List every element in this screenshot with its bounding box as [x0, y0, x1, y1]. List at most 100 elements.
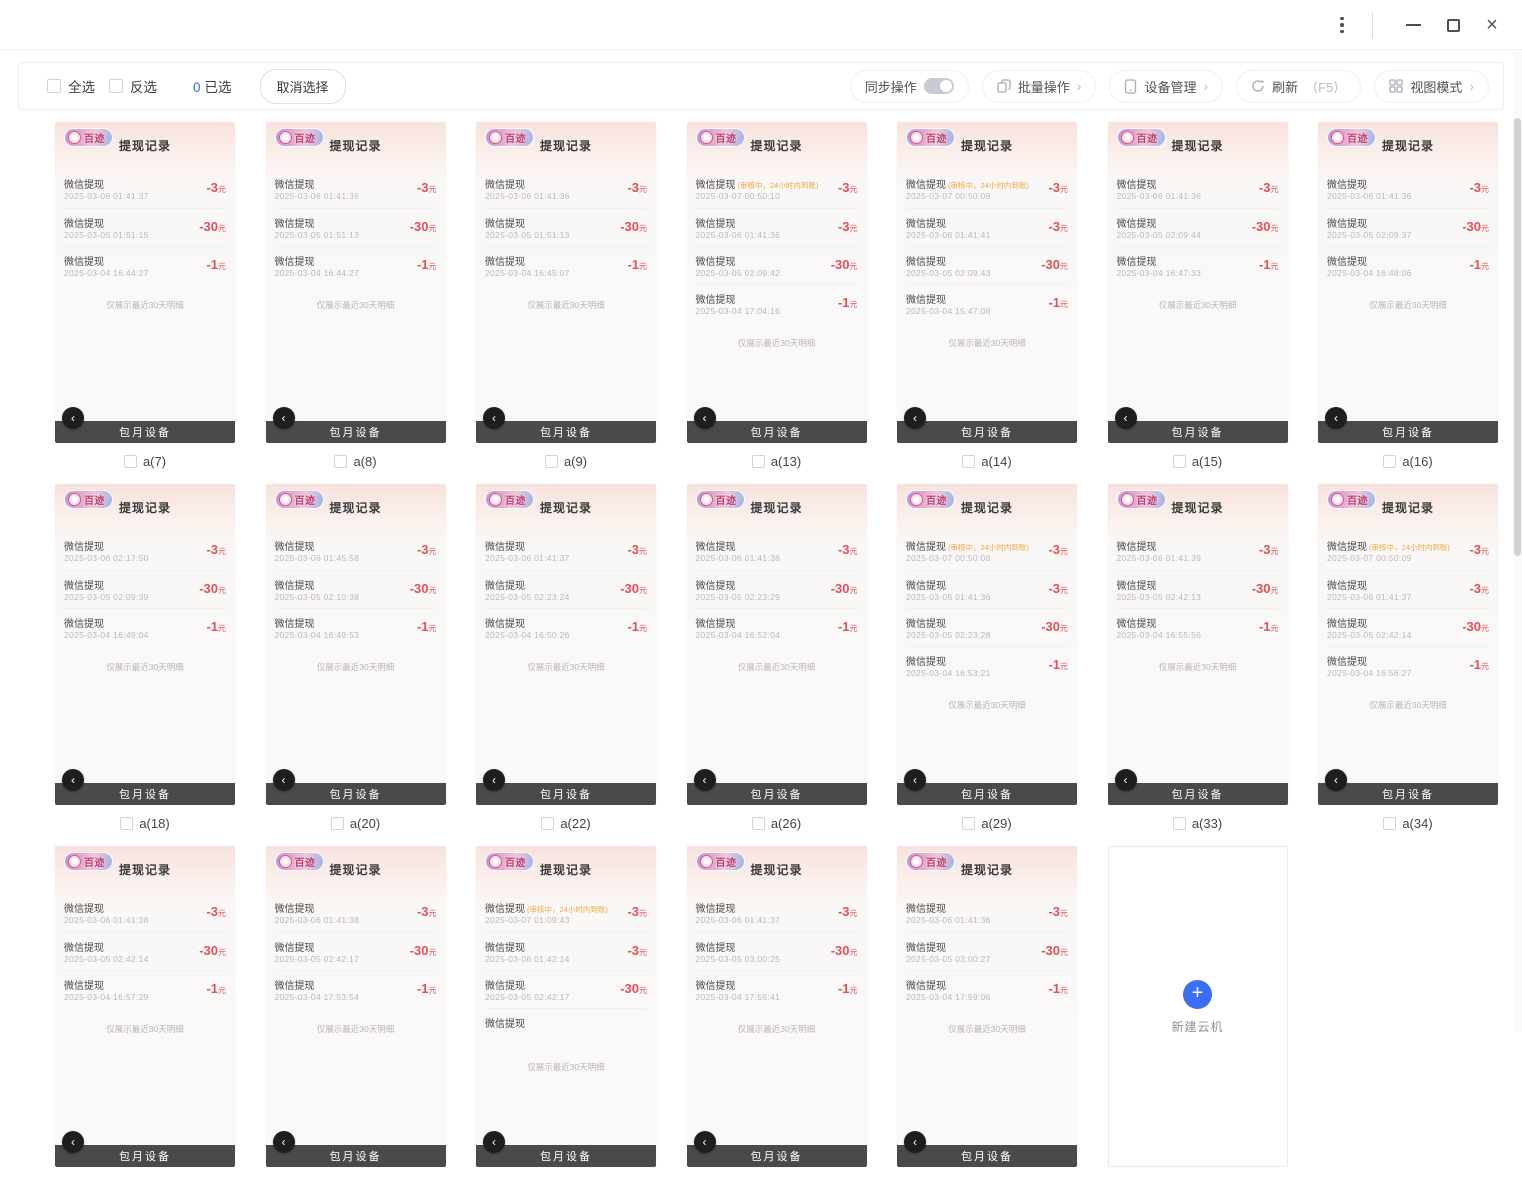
- device-screen-preview[interactable]: 百迹 提现记录 微信提现 (审核中，24小时内到账) 2025-03-07 00:50:…: [1318, 484, 1498, 805]
- grid-view-icon: [1389, 79, 1403, 93]
- withdraw-record: 微信提现 (审核中，24小时内到账) 2025-03-07 00:50:09 -3元: [1327, 532, 1489, 570]
- record-amount: -30元: [410, 218, 437, 236]
- select-all-checkbox[interactable]: 全选: [47, 76, 95, 96]
- withdraw-record: 微信提现 2025-03-04 16:49:04 -1元: [64, 608, 226, 646]
- device-checkbox[interactable]: [544, 454, 558, 468]
- checkbox-icon[interactable]: [47, 79, 61, 93]
- chevron-right-icon: ›: [1076, 78, 1082, 94]
- collapse-back-button[interactable]: ‹: [62, 769, 84, 791]
- refresh-button[interactable]: 刷新 （F5）: [1236, 69, 1362, 103]
- records-note: 仅展示最近30天明细: [1369, 700, 1447, 710]
- screen-title: 提现记录: [750, 139, 803, 153]
- collapse-back-button[interactable]: ‹: [272, 407, 295, 429]
- record-amount: -3元: [1259, 541, 1279, 559]
- device-checkbox[interactable]: [1383, 454, 1397, 468]
- collapse-back-button[interactable]: ‹: [272, 769, 295, 791]
- batch-operation-button[interactable]: 批量操作 ›: [981, 69, 1097, 103]
- record-amount-unit: 元: [849, 586, 858, 595]
- device-screen-preview[interactable]: 百迹 提现记录 微信提现 (审核中，24小时内到账) 2025-03-07 00:50:…: [686, 122, 867, 443]
- collapse-back-button[interactable]: ‹: [483, 769, 505, 791]
- add-device-button[interactable]: +: [1183, 980, 1212, 1009]
- device-screen-preview[interactable]: 百迹 提现记录 微信提现 2025-03-06 01:41:36 -3元 微信提现 2025…: [897, 846, 1077, 1167]
- brand-logo-icon: [278, 855, 292, 868]
- collapse-back-button[interactable]: ‹: [693, 407, 716, 429]
- device-screen-preview[interactable]: 百迹 提现记录 微信提现 (审核中，24小时内到账) 2025-03-07 01:09:…: [476, 846, 656, 1167]
- minimize-button[interactable]: [1398, 10, 1428, 40]
- cancel-selection-button[interactable]: 取消选择: [259, 68, 346, 104]
- scrollbar-track[interactable]: [1513, 50, 1522, 1032]
- device-checkbox[interactable]: [334, 454, 348, 468]
- collapse-back-button[interactable]: ‹: [904, 407, 926, 429]
- brand-badge: 百迹: [485, 128, 534, 147]
- device-checkbox[interactable]: [751, 454, 765, 468]
- withdraw-record: 微信提现 2025-03-06 01:41:36 -3元: [1117, 170, 1279, 208]
- collapse-back-button[interactable]: ‹: [483, 1131, 505, 1153]
- record-amount-unit: 元: [428, 547, 437, 556]
- collapse-back-button[interactable]: ‹: [693, 1131, 716, 1153]
- record-date: 2025-03-06 01:42:14: [485, 954, 570, 964]
- device-screen-preview[interactable]: 百迹 提现记录 微信提现 2025-03-06 01:41:38 -3元 微信提现 2025…: [55, 846, 235, 1167]
- screen-title: 提现记录: [539, 863, 592, 877]
- record-amount-unit: 元: [1270, 547, 1279, 556]
- device-checkbox[interactable]: [330, 816, 344, 830]
- record-amount-unit: 元: [849, 300, 858, 309]
- device-checkbox[interactable]: [1172, 454, 1186, 468]
- records-note: 仅展示最近30天明细: [106, 300, 184, 310]
- collapse-back-button[interactable]: ‹: [1114, 407, 1137, 429]
- device-screen-preview[interactable]: 百迹 提现记录 微信提现 2025-03-06 01:41:37 -3元 微信提现 2025…: [686, 846, 867, 1167]
- device-checkbox[interactable]: [1383, 816, 1397, 830]
- device-screen-preview[interactable]: 百迹 提现记录 微信提现 (审核中，24小时内到账) 2025-03-07 00:50:…: [897, 484, 1077, 805]
- device-screen-preview[interactable]: 百迹 提现记录 微信提现 2025-03-06 01:41:36 -3元 微信提现 2025…: [1318, 122, 1498, 443]
- records-note: 仅展示最近30天明细: [106, 662, 184, 672]
- withdraw-records: 微信提现 2025-03-06 01:41:36 -3元 微信提现 2025-03-05…: [476, 170, 656, 311]
- collapse-back-button[interactable]: ‹: [272, 1131, 295, 1153]
- collapse-back-button[interactable]: ‹: [693, 769, 716, 791]
- device-checkbox[interactable]: [120, 816, 134, 830]
- device-screen-preview[interactable]: 百迹 提现记录 微信提现 2025-03-06 01:41:36 -3元 微信提现 2025…: [1107, 122, 1288, 443]
- device-checkbox[interactable]: [751, 816, 765, 830]
- view-mode-button[interactable]: 视图模式 ›: [1374, 69, 1489, 103]
- close-button[interactable]: ×: [1486, 13, 1498, 36]
- device-screen-preview[interactable]: 百迹 提现记录 微信提现 2025-03-06 01:41:37 -3元 微信提现 2025…: [476, 484, 656, 805]
- record-amount-value: -3: [1469, 581, 1481, 596]
- record-amount: -1元: [627, 256, 647, 274]
- device-screen-preview[interactable]: 百迹 提现记录 微信提现 2025-03-06 01:41:39 -3元 微信提现 2025…: [1107, 484, 1288, 805]
- collapse-back-button[interactable]: ‹: [1325, 769, 1347, 791]
- device-screen-preview[interactable]: 百迹 提现记录 微信提现 2025-03-06 02:17:50 -3元 微信提现 2025…: [55, 484, 235, 805]
- collapse-back-button[interactable]: ‹: [483, 407, 505, 429]
- device-checkbox[interactable]: [1172, 816, 1186, 830]
- record-date: 2025-03-06 01:41:36: [906, 592, 991, 602]
- device-screen-preview[interactable]: 百迹 提现记录 微信提现 (审核中，24小时内到账) 2025-03-07 00:50:…: [897, 122, 1077, 443]
- scrollbar-thumb[interactable]: [1514, 118, 1521, 556]
- device-management-button[interactable]: 设备管理 ›: [1109, 69, 1224, 103]
- device-select-row: a(29): [897, 815, 1077, 831]
- toggle-switch-icon[interactable]: [923, 78, 954, 94]
- collapse-back-button[interactable]: ‹: [1325, 407, 1347, 429]
- record-amount: -3元: [1048, 218, 1068, 236]
- device-screen-preview[interactable]: 百迹 提现记录 微信提现 2025-03-06 01:41:36 -3元 微信提现 2025…: [265, 122, 446, 443]
- collapse-back-button[interactable]: ‹: [62, 407, 84, 429]
- device-checkbox[interactable]: [541, 816, 555, 830]
- device-checkbox[interactable]: [962, 454, 976, 468]
- collapse-back-button[interactable]: ‹: [904, 1131, 926, 1153]
- maximize-button[interactable]: [1438, 10, 1468, 40]
- invert-select-checkbox[interactable]: 反选: [109, 76, 157, 96]
- device-screen-preview[interactable]: 百迹 提现记录 微信提现 2025-03-06 01:41:38 -3元 微信提现 2025…: [265, 846, 446, 1167]
- sync-operation-toggle-button[interactable]: 同步操作: [849, 69, 969, 103]
- record-title: 微信提现: [906, 619, 946, 630]
- device-screen-preview[interactable]: 百迹 提现记录 微信提现 2025-03-06 01:41:36 -3元 微信提现 2025…: [686, 484, 867, 805]
- device-label: a(8): [353, 453, 377, 469]
- device-screen-preview[interactable]: 百迹 提现记录 微信提现 2025-03-06 01:45:58 -3元 微信提现 2025…: [265, 484, 446, 805]
- add-device-card[interactable]: + 新建云机: [1107, 846, 1288, 1167]
- collapse-back-button[interactable]: ‹: [62, 1131, 84, 1153]
- device-checkbox[interactable]: [962, 816, 976, 830]
- device-screen-preview[interactable]: 百迹 提现记录 微信提现 2025-03-06 01:41:36 -3元 微信提现 2025…: [476, 122, 656, 443]
- collapse-back-button[interactable]: ‹: [904, 769, 926, 791]
- device-screen-preview[interactable]: 百迹 提现记录 微信提现 2025-03-06 01:41:37 -3元 微信提现 2025…: [55, 122, 235, 443]
- device-checkbox[interactable]: [123, 454, 137, 468]
- checkbox-icon[interactable]: [109, 79, 123, 93]
- collapse-back-button[interactable]: ‹: [1114, 769, 1137, 791]
- record-amount-value: -1: [1048, 657, 1060, 672]
- withdraw-record: 微信提现 2025-03-04 15:47:08 -1元: [906, 284, 1068, 322]
- kebab-menu-icon[interactable]: [1330, 13, 1354, 37]
